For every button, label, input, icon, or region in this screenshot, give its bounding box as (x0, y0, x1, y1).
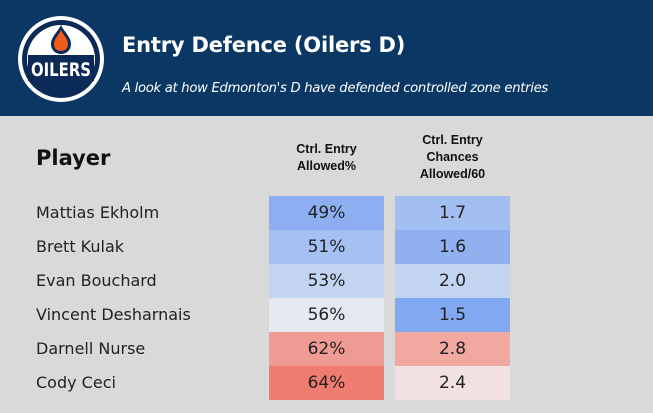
column-header-chances-60: Ctrl. Entry Chances Allowed/60 (395, 132, 510, 183)
column-header-line: Allowed/60 (419, 167, 486, 181)
header-banner: OILERS Entry Defence (Oilers D) A look a… (0, 0, 653, 116)
cell-allowed-pct: 51% (269, 230, 384, 264)
column-header-line: Ctrl. Entry (296, 142, 357, 156)
page-subtitle: A look at how Edmonton's D have defended… (122, 81, 549, 96)
cell-chances-60: 2.4 (395, 366, 510, 400)
column-header-line: Chances (426, 150, 479, 164)
column-header-player: Player (36, 146, 111, 170)
cell-chances-60: 1.5 (395, 298, 510, 332)
svg-text:OILERS: OILERS (31, 59, 91, 81)
player-name: Cody Ceci (36, 373, 116, 392)
player-name: Evan Bouchard (36, 271, 157, 290)
cell-chances-60: 2.0 (395, 264, 510, 298)
player-name: Mattias Ekholm (36, 203, 160, 222)
player-name: Vincent Desharnais (36, 305, 191, 324)
column-header-line: Allowed% (296, 159, 357, 173)
player-name: Brett Kulak (36, 237, 125, 256)
page-title: Entry Defence (Oilers D) (122, 33, 406, 57)
cell-allowed-pct: 64% (269, 366, 384, 400)
oilers-logo-icon: OILERS (18, 16, 104, 102)
cell-allowed-pct: 49% (269, 196, 384, 230)
column-header-allowed-pct: Ctrl. Entry Allowed% (269, 141, 384, 175)
cell-allowed-pct: 53% (269, 264, 384, 298)
cell-chances-60: 2.8 (395, 332, 510, 366)
cell-chances-60: 1.7 (395, 196, 510, 230)
column-header-line: Ctrl. Entry (422, 133, 483, 147)
cell-allowed-pct: 56% (269, 298, 384, 332)
cell-allowed-pct: 62% (269, 332, 384, 366)
player-name: Darnell Nurse (36, 339, 146, 358)
cell-chances-60: 1.6 (395, 230, 510, 264)
